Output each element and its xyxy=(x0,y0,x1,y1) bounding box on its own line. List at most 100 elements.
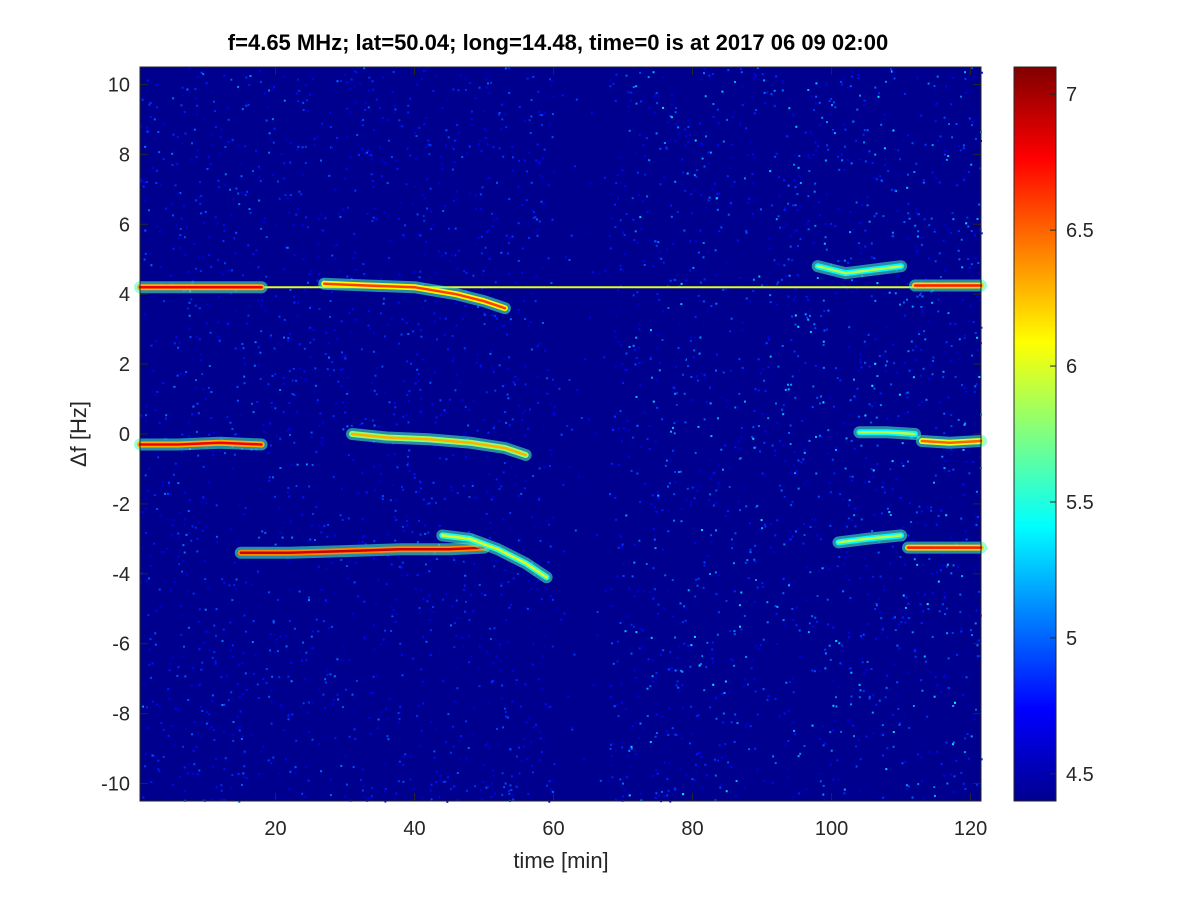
noise-cell xyxy=(198,196,201,199)
noise-cell xyxy=(445,741,447,744)
noise-cell xyxy=(731,115,734,118)
noise-cell xyxy=(917,230,920,233)
noise-cell xyxy=(151,754,154,757)
noise-cell xyxy=(282,382,285,385)
noise-cell xyxy=(974,385,977,388)
noise-cell xyxy=(947,396,950,399)
noise-cell xyxy=(439,155,442,158)
noise-cell xyxy=(653,538,656,541)
noise-cell xyxy=(734,717,737,720)
noise-cell xyxy=(804,131,807,134)
noise-cell xyxy=(763,379,766,382)
noise-cell xyxy=(820,395,822,398)
noise-cell xyxy=(839,493,842,496)
noise-cell xyxy=(844,128,847,131)
noise-cell xyxy=(793,179,796,182)
noise-cell xyxy=(752,278,755,281)
noise-cell xyxy=(406,520,408,522)
noise-cell xyxy=(290,338,293,341)
noise-cell xyxy=(230,214,233,217)
noise-cell xyxy=(393,413,395,416)
noise-cell xyxy=(822,340,825,343)
noise-cell xyxy=(652,680,655,683)
noise-cell xyxy=(312,338,315,341)
noise-cell xyxy=(752,437,755,440)
noise-cell xyxy=(947,657,950,660)
noise-cell xyxy=(689,504,692,507)
noise-cell xyxy=(622,382,625,384)
noise-cell xyxy=(714,571,717,574)
noise-cell xyxy=(143,682,146,685)
noise-cell xyxy=(923,655,926,658)
noise-cell xyxy=(275,638,278,641)
noise-cell xyxy=(310,431,313,434)
noise-cell xyxy=(485,77,488,80)
noise-cell xyxy=(589,316,591,319)
noise-cell xyxy=(526,222,529,225)
noise-cell xyxy=(776,519,779,522)
noise-cell xyxy=(188,327,191,330)
noise-cell xyxy=(301,792,304,795)
noise-cell xyxy=(699,142,702,145)
noise-cell xyxy=(863,129,866,132)
noise-cell xyxy=(503,358,506,360)
noise-cell xyxy=(415,490,418,493)
noise-cell xyxy=(709,386,711,389)
noise-cell xyxy=(859,358,862,361)
noise-cell xyxy=(315,506,318,509)
noise-cell xyxy=(324,217,327,220)
noise-cell xyxy=(710,534,713,537)
noise-cell xyxy=(935,571,938,574)
noise-cell xyxy=(481,186,484,189)
noise-cell xyxy=(429,144,432,147)
noise-cell xyxy=(610,462,613,465)
noise-cell xyxy=(724,743,727,745)
noise-cell xyxy=(863,104,865,107)
noise-cell xyxy=(685,773,688,776)
noise-cell xyxy=(939,508,942,511)
noise-cell xyxy=(850,439,853,442)
noise-cell xyxy=(367,324,370,327)
noise-cell xyxy=(185,533,188,536)
noise-cell xyxy=(318,524,321,527)
noise-cell xyxy=(950,425,953,428)
noise-cell xyxy=(318,688,321,691)
noise-cell xyxy=(441,167,444,170)
noise-cell xyxy=(661,418,664,421)
noise-cell xyxy=(146,727,149,729)
noise-cell xyxy=(895,371,898,374)
noise-cell xyxy=(838,685,841,688)
noise-cell xyxy=(322,693,325,696)
noise-cell xyxy=(214,216,217,219)
noise-cell xyxy=(486,230,489,233)
noise-cell xyxy=(968,117,971,120)
noise-cell xyxy=(639,216,642,219)
noise-cell xyxy=(379,312,382,315)
noise-cell xyxy=(867,593,870,596)
noise-cell xyxy=(515,483,518,486)
noise-cell xyxy=(946,607,948,610)
noise-cell xyxy=(652,71,655,74)
noise-cell xyxy=(936,102,938,105)
noise-cell xyxy=(832,680,835,683)
noise-cell xyxy=(168,481,170,484)
noise-cell xyxy=(892,617,895,620)
noise-cell xyxy=(943,223,946,226)
noise-cell xyxy=(899,497,902,499)
noise-cell xyxy=(491,314,494,317)
noise-cell xyxy=(784,388,787,391)
noise-cell xyxy=(157,759,160,762)
noise-cell xyxy=(651,659,654,662)
noise-cell xyxy=(329,300,332,302)
noise-cell xyxy=(140,581,142,584)
noise-cell xyxy=(610,605,613,608)
noise-cell xyxy=(269,649,272,652)
noise-cell xyxy=(671,727,674,730)
noise-cell xyxy=(200,705,202,708)
noise-cell xyxy=(913,558,916,561)
noise-cell xyxy=(549,705,552,708)
noise-cell xyxy=(156,106,159,109)
x-axis-label: time [min] xyxy=(513,848,608,873)
noise-cell xyxy=(302,641,305,644)
noise-cell xyxy=(430,227,433,230)
